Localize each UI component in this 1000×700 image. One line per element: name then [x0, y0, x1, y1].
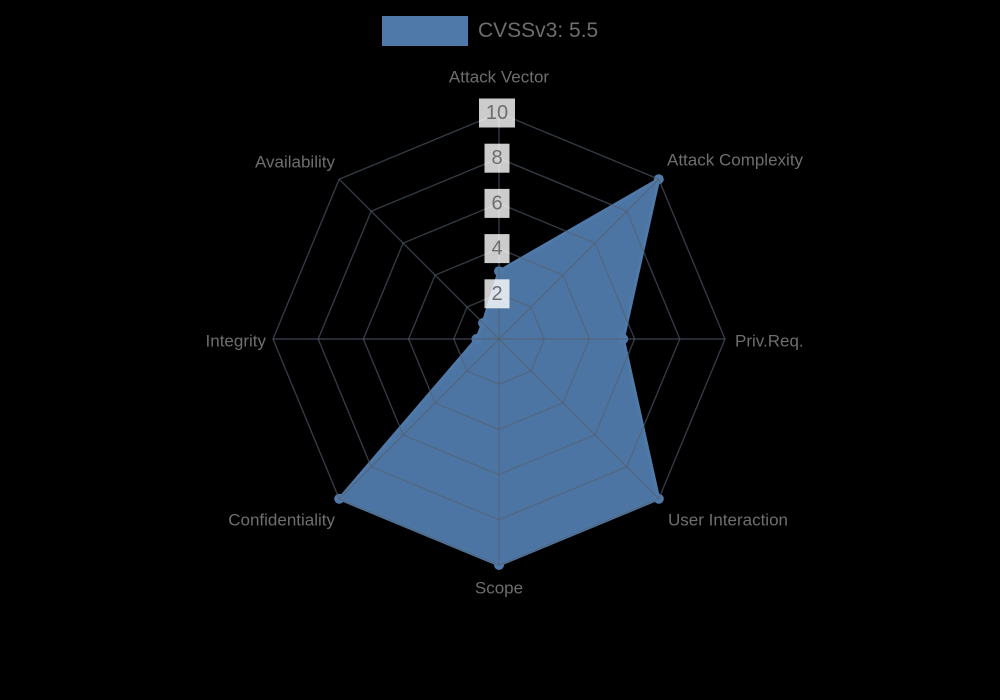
tick-label-10: 10 — [486, 102, 508, 124]
legend-item-cvssv3[interactable]: CVSSv3: 5.5 — [382, 16, 598, 46]
axis-label-user-interaction: User Interaction — [668, 511, 788, 530]
legend-label: CVSSv3: 5.5 — [478, 19, 599, 42]
grid-spoke-attack-complexity — [498, 178, 660, 340]
legend-swatch — [382, 16, 468, 46]
tick-backdrop-6 — [484, 188, 510, 218]
tick-backdrop-4 — [484, 234, 510, 264]
tick-backdrop-8 — [484, 143, 510, 173]
axis-label-confidentiality: Confidentiality — [228, 511, 335, 530]
tick-label-8: 8 — [491, 147, 502, 169]
axis-label-attack-vector: Attack Vector — [449, 68, 549, 87]
axis-label-priv-req-: Priv.Req. — [735, 332, 804, 351]
tick-label-6: 6 — [491, 192, 502, 214]
axis-label-attack-complexity: Attack Complexity — [667, 151, 804, 170]
tick-backdrop-2 — [484, 279, 510, 309]
tick-backdrop-10 — [479, 98, 515, 128]
axis-label-integrity: Integrity — [206, 332, 267, 351]
axis-label-scope: Scope — [475, 579, 523, 598]
axis-label-availability: Availability — [255, 153, 336, 172]
grid-spoke-confidentiality — [338, 338, 500, 500]
grid-spoke-user-interaction — [498, 338, 660, 500]
tick-label-2: 2 — [491, 283, 502, 305]
tick-label-4: 4 — [491, 238, 502, 260]
grid-spoke-availability — [338, 178, 500, 340]
